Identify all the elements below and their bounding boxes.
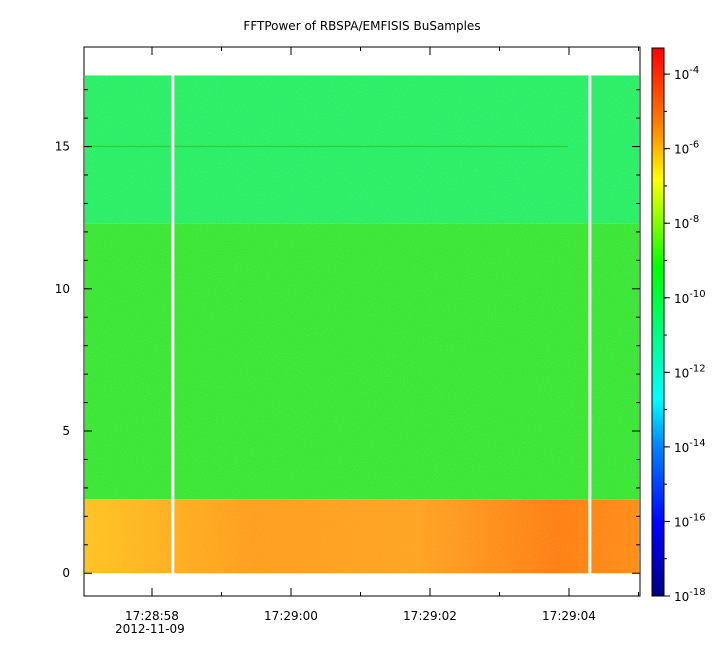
colorbar-axis: 10-4 10-6 10-8 10-10 10-12 10-14 10-16 10-18 <box>664 65 706 604</box>
x-axis: 17:28:58 17:29:00 17:29:02 17:29:04 2012-11-… <box>115 47 639 636</box>
spectrogram-noise-0 <box>85 75 639 224</box>
colorbar <box>651 47 665 597</box>
x-tick-label-1: 17:29:00 <box>264 609 318 623</box>
x-tick-label-3: 17:29:04 <box>542 609 596 623</box>
x-date-label: 2012-11-09 <box>115 622 185 636</box>
colorbar-tick-label-2: 10-8 <box>674 214 699 231</box>
spectrogram-image <box>85 75 639 574</box>
y-tick-label-0: 0 <box>62 566 70 580</box>
chart-title: FFTPower of RBSPA/EMFISIS BuSamples <box>243 19 480 33</box>
spectrogram-noise-2 <box>85 499 639 574</box>
spectrogram-noise-1 <box>85 223 639 500</box>
colorbar-tick-label-5: 10-14 <box>674 438 706 455</box>
colorbar-tick-label-3: 10-10 <box>674 289 706 306</box>
x-tick-label-0: 17:28:58 <box>125 609 179 623</box>
colorbar-tick-label-6: 10-16 <box>674 512 706 529</box>
data-gap-0 <box>171 75 175 574</box>
colorbar-tick-label-7: 10-18 <box>674 587 706 604</box>
colorbar-tick-label-0: 10-4 <box>674 65 699 82</box>
y-tick-label-2: 10 <box>55 282 70 296</box>
colorbar-tick-label-4: 10-12 <box>674 363 706 380</box>
y-axis: 0 5 10 15 <box>55 89 640 580</box>
data-gap-1 <box>588 75 592 574</box>
y-tick-label-3: 15 <box>55 140 70 154</box>
x-tick-label-2: 17:29:02 <box>403 609 457 623</box>
colorbar-tick-label-1: 10-6 <box>674 140 699 157</box>
y-tick-label-1: 5 <box>62 424 70 438</box>
